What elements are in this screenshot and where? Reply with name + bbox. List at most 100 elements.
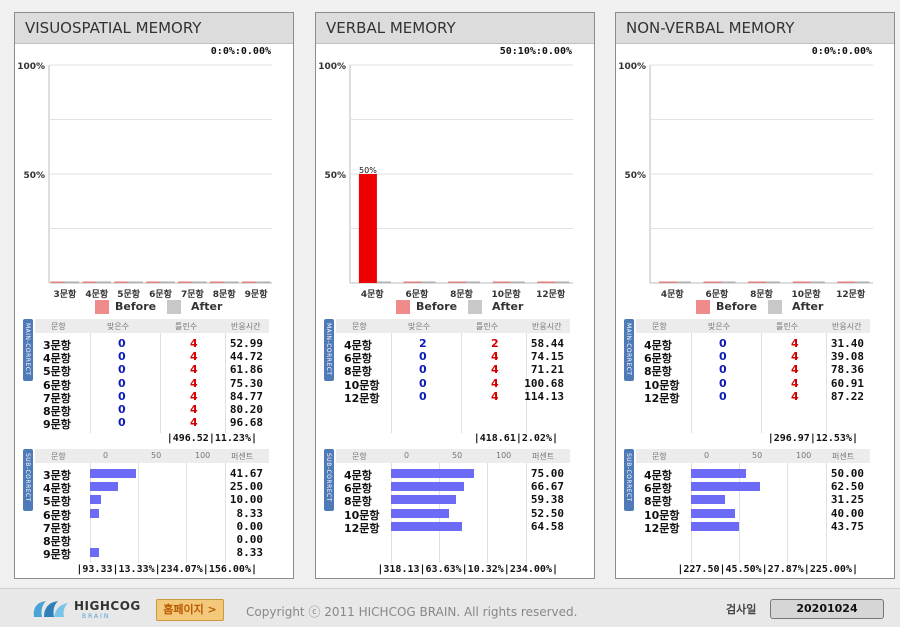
panel-stat: 0:0%:0.00% [210, 46, 271, 57]
response-time: 44.72 [229, 350, 263, 364]
wrong-count: 4 [491, 389, 499, 403]
y-tick-label: 100% [618, 62, 646, 72]
correct-count: 0 [419, 350, 427, 364]
column-divider [138, 463, 139, 563]
row-name: 10문항 [344, 508, 380, 522]
header-cell: 50 [752, 451, 763, 460]
row-name: 4문항 [644, 469, 672, 482]
panel-title: NON-VERBAL MEMORY [616, 13, 894, 44]
row-name: 10문항 [644, 378, 680, 392]
percent-bar [691, 495, 726, 505]
after-bar [721, 281, 736, 283]
table-row: 4문항 25.00 [35, 480, 269, 495]
after-bar [810, 281, 825, 283]
x-tick-label: 8문항 [750, 288, 774, 300]
after-bar [421, 281, 436, 283]
x-tick-label: 5문항 [117, 288, 141, 300]
row-name: 12문항 [644, 521, 680, 535]
row-name: 6문항 [644, 482, 672, 496]
row-name: 3문항 [43, 339, 71, 352]
legend-after-swatch [468, 300, 482, 314]
chart-legend: Before After [316, 299, 594, 315]
panel-stat: 0:0%:0.00% [811, 46, 872, 57]
sub-correct-table: SUB-CORRECT 문항 0 50 100 퍼센트 4문항 50.00 6문항 62.50 8문… [624, 449, 870, 567]
wrong-count: 4 [791, 376, 799, 390]
column-divider [225, 333, 226, 433]
x-tick-label: 3문항 [54, 288, 78, 300]
correct-count: 0 [118, 416, 126, 430]
sidebar-label: SUB-CORRECT [625, 453, 632, 502]
header-cell: 100 [496, 451, 512, 460]
x-tick-label: 10문항 [492, 288, 522, 300]
percent-value: 0.00 [236, 519, 264, 533]
sidebar-label: SUB-CORRECT [325, 453, 332, 502]
table-row: 4문항 75.00 [336, 467, 570, 482]
percent-value: 62.50 [830, 480, 864, 494]
header-cell: 퍼센트 [832, 452, 855, 461]
footer: HIGHCOG BRAIN 홈페이지 > Copyright ⓒ 2011 HI… [0, 588, 900, 627]
percent-bar [391, 495, 457, 505]
percent-bar [90, 482, 118, 492]
percent-value: 8.33 [236, 546, 264, 560]
x-tick-label: 7문항 [181, 288, 205, 300]
column-divider [787, 463, 788, 563]
after-bar [224, 281, 239, 283]
row-name: 10문항 [344, 378, 380, 392]
table-row: 8문항 59.38 [336, 493, 570, 508]
before-bar [792, 281, 811, 283]
table-row: 7문항 0.00 [35, 519, 269, 535]
wrong-count: 4 [190, 416, 198, 430]
before-bar [492, 281, 511, 283]
percent-bar [691, 482, 760, 492]
header-cell: 문항 [51, 322, 66, 331]
after-bar [466, 281, 481, 283]
response-time: 31.40 [830, 337, 864, 350]
before-bar [703, 281, 722, 283]
row-name: 4문항 [344, 469, 372, 482]
row-name: 3문항 [43, 469, 71, 482]
table-row: 6문항 66.67 [336, 480, 570, 495]
wrong-count: 4 [791, 389, 799, 403]
row-name: 4문항 [43, 352, 71, 366]
after-bar [160, 281, 175, 283]
table-row: 6문항 62.50 [636, 480, 870, 496]
row-name: 12문항 [644, 391, 680, 405]
x-tick-label: 10문항 [792, 288, 822, 300]
sub-correct-table: SUB-CORRECT 문항 0 50 100 퍼센트 4문항 75.00 6문항 66.67 8문… [324, 449, 570, 567]
main-table-header: 문항 맞은수 틀린수 반응시간 [35, 319, 269, 333]
response-time: 39.08 [830, 350, 864, 364]
x-tick-label: 8문항 [213, 288, 237, 300]
sub-correct-table: SUB-CORRECT 문항 0 50 100 퍼센트 3문항 41.67 4문항 25.00 5문… [23, 449, 269, 567]
table-row: 4문항 50.00 [636, 467, 870, 482]
homepage-button[interactable]: 홈페이지 > [156, 599, 224, 621]
percent-bar [691, 469, 746, 478]
header-cell: 50 [452, 451, 463, 460]
wrong-count: 4 [791, 350, 799, 364]
row-name: 7문항 [43, 391, 71, 405]
x-tick-label: 4문항 [661, 288, 685, 300]
main-correct-table: MAIN-CORRECT 문항 맞은수 틀린수 반응시간 4문항 0 4 31.40 6문항 0 4 3… [624, 319, 870, 451]
x-tick-label: 6문항 [149, 288, 173, 300]
correct-count: 0 [719, 376, 727, 390]
row-name: 6문항 [644, 352, 672, 366]
before-bar [358, 174, 377, 283]
y-tick-label: 100% [17, 62, 45, 72]
table-row: 5문항 10.00 [35, 493, 269, 508]
header-cell: 퍼센트 [532, 452, 555, 461]
percent-bar [691, 508, 735, 518]
bar-value-label: 50% [359, 166, 377, 175]
row-name: 8문항 [43, 535, 71, 548]
header-cell: 반응시간 [231, 322, 261, 331]
column-divider [826, 463, 827, 563]
after-bar [256, 281, 271, 283]
table-row: 6문항 8.33 [35, 507, 269, 522]
response-time: 75.30 [229, 376, 263, 390]
correct-count: 0 [118, 376, 126, 390]
sub-table-header: 문항 0 50 100 퍼센트 [336, 449, 570, 463]
table-row: 6문항 0 4 75.30 [35, 376, 269, 392]
percent-bar [90, 495, 101, 505]
percent-value: 75.00 [530, 467, 564, 480]
percent-bar [391, 521, 463, 531]
header-cell: 퍼센트 [231, 452, 254, 461]
table-row: 4문항 0 4 44.72 [35, 350, 269, 366]
